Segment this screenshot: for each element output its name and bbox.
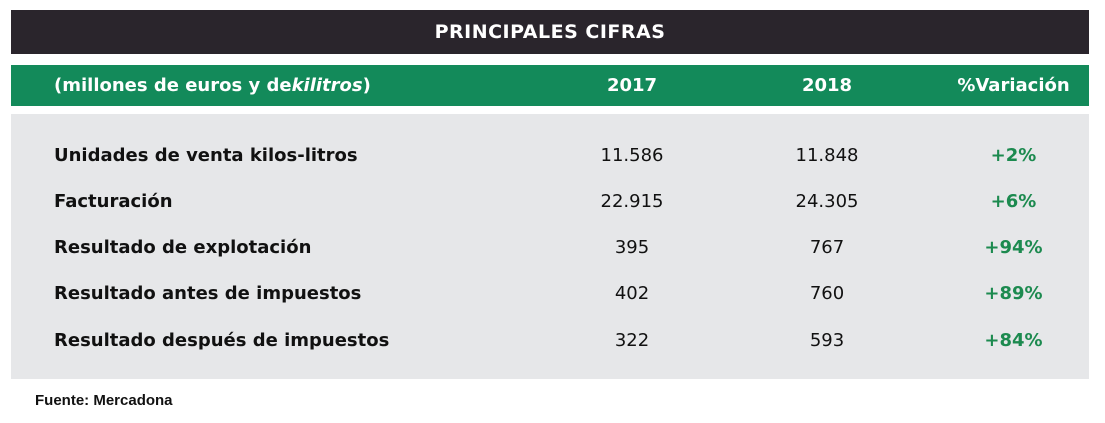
table-row: Resultado antes de impuestos 402 760 +89… bbox=[11, 276, 1089, 310]
row-value-2018: 593 bbox=[809, 329, 845, 351]
row-value-2018: 24.305 bbox=[795, 190, 859, 212]
header-label-suffix: ) bbox=[362, 75, 371, 96]
row-value-2017: 402 bbox=[614, 282, 650, 304]
table-header: (millones de euros y de kilitros) 2017 2… bbox=[11, 65, 1089, 106]
row-label: Resultado después de impuestos bbox=[54, 329, 390, 351]
table-row: Unidades de venta kilos-litros 11.586 11… bbox=[11, 138, 1089, 172]
row-variation: +84% bbox=[984, 329, 1043, 351]
row-value-2017: 22.915 bbox=[600, 190, 664, 212]
header-2018: 2018 bbox=[801, 75, 853, 96]
table-row: Resultado de explotación 395 767 +94% bbox=[11, 230, 1089, 264]
row-value-2017: 11.586 bbox=[600, 144, 664, 166]
table-title: PRINCIPALES CIFRAS bbox=[11, 10, 1089, 54]
row-label: Unidades de venta kilos-litros bbox=[54, 144, 358, 166]
row-value-2017: 322 bbox=[614, 329, 650, 351]
row-value-2017: 395 bbox=[614, 236, 650, 258]
header-label: (millones de euros y de kilitros) bbox=[54, 65, 371, 106]
row-variation: +2% bbox=[990, 144, 1037, 166]
header-label-italic: kilitros bbox=[291, 75, 363, 96]
row-variation: +6% bbox=[990, 190, 1037, 212]
header-2017: 2017 bbox=[606, 75, 658, 96]
source-note: Fuente: Mercadona bbox=[35, 392, 173, 409]
row-value-2018: 760 bbox=[809, 282, 845, 304]
row-label: Facturación bbox=[54, 190, 173, 212]
row-label: Resultado de explotación bbox=[54, 236, 312, 258]
header-label-prefix: (millones de euros y de bbox=[54, 75, 292, 96]
row-value-2018: 11.848 bbox=[795, 144, 859, 166]
row-label: Resultado antes de impuestos bbox=[54, 282, 362, 304]
row-variation: +94% bbox=[984, 236, 1043, 258]
table-row: Resultado después de impuestos 322 593 +… bbox=[11, 323, 1089, 357]
table-row: Facturación 22.915 24.305 +6% bbox=[11, 184, 1089, 218]
table-body: Unidades de venta kilos-litros 11.586 11… bbox=[11, 114, 1089, 379]
header-variation: %Variación bbox=[957, 75, 1070, 96]
row-value-2018: 767 bbox=[809, 236, 845, 258]
row-variation: +89% bbox=[984, 282, 1043, 304]
